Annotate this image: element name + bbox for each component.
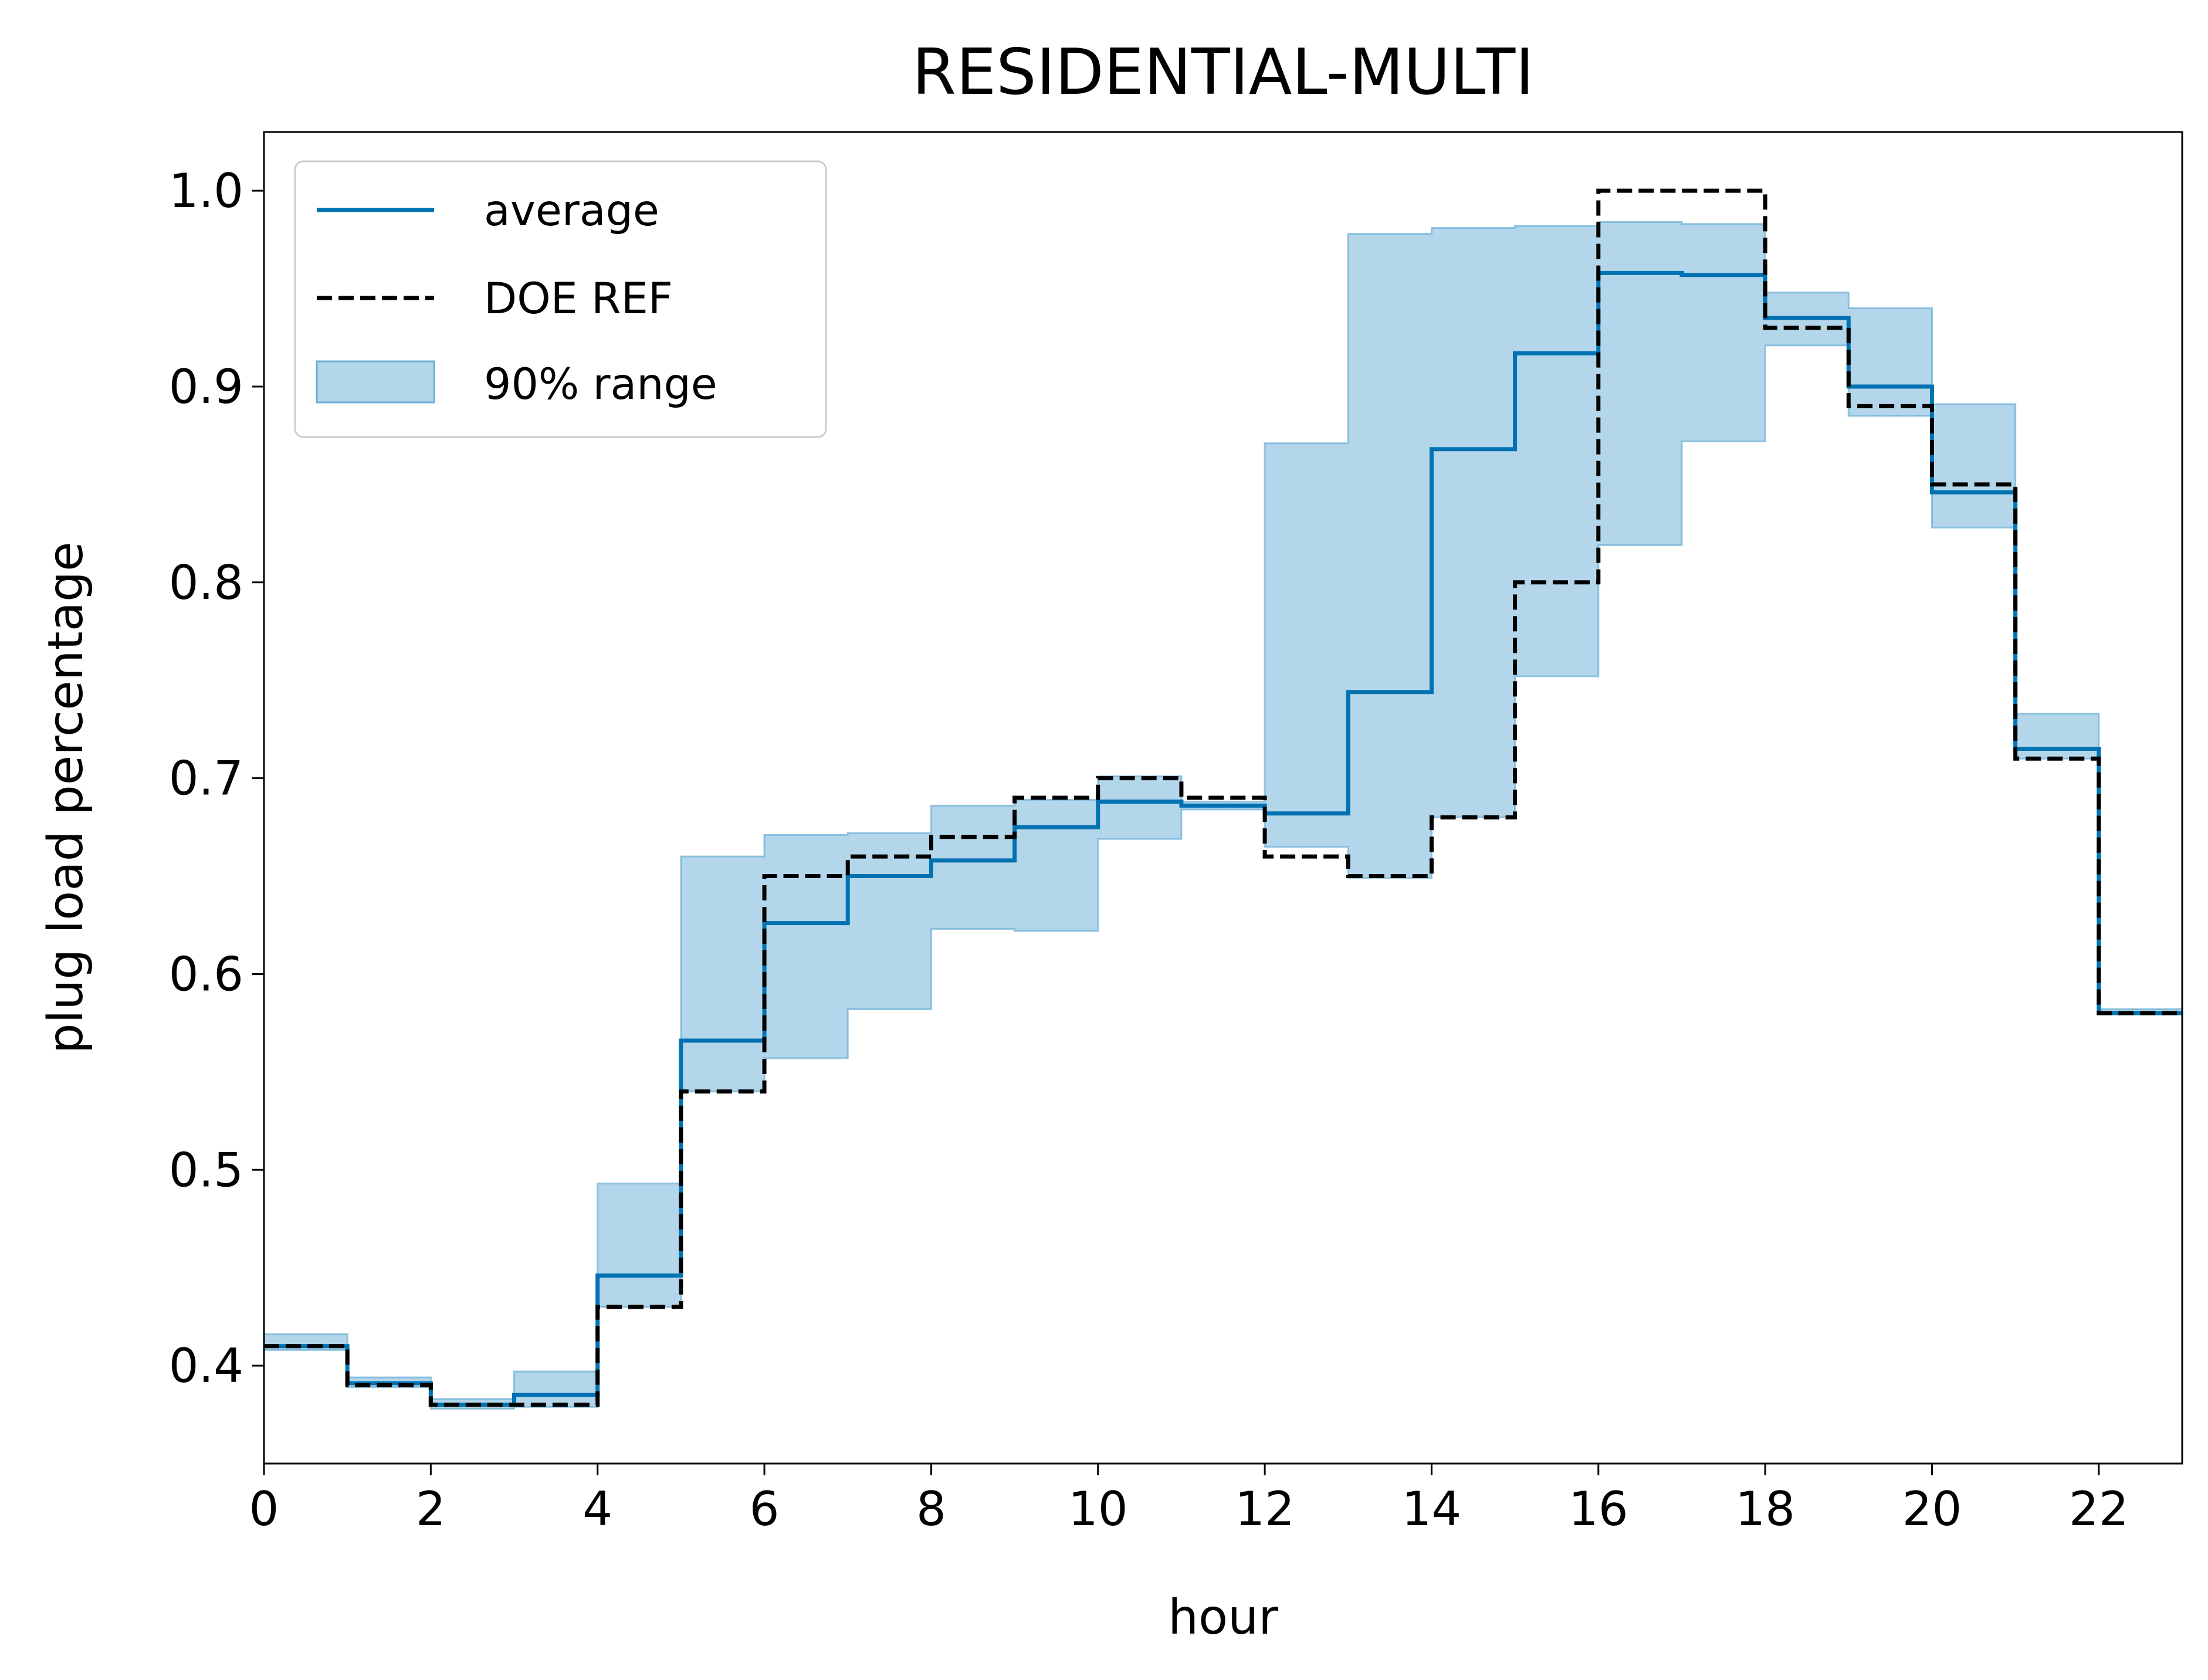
y-tick-label: 0.5 bbox=[169, 1143, 243, 1197]
y-tick-label: 0.8 bbox=[169, 556, 243, 610]
y-tick-label: 1.0 bbox=[169, 164, 243, 218]
x-tick-label: 4 bbox=[583, 1482, 612, 1536]
x-tick-label: 2 bbox=[416, 1482, 446, 1536]
y-tick-label: 0.4 bbox=[169, 1339, 243, 1393]
y-tick-label: 0.6 bbox=[169, 947, 243, 1001]
x-axis-label: hour bbox=[1168, 1590, 1278, 1645]
y-tick-label: 0.9 bbox=[169, 360, 243, 414]
series-line-doe-ref bbox=[264, 188, 2182, 1407]
x-tick-label: 0 bbox=[249, 1482, 279, 1536]
series-line-average bbox=[264, 270, 2182, 1407]
plot-frame bbox=[263, 131, 2183, 1465]
x-tick-label: 12 bbox=[1235, 1482, 1295, 1536]
legend-label-average: average bbox=[484, 186, 659, 236]
x-tick-label: 10 bbox=[1068, 1482, 1128, 1536]
x-axis: 0 2 4 6 8 10 12 14 16 18 20 22 bbox=[249, 1464, 2129, 1536]
legend-label-90-range: 90% range bbox=[484, 360, 717, 409]
x-tick-label: 20 bbox=[1902, 1482, 1962, 1536]
x-tick-label: 8 bbox=[916, 1482, 946, 1536]
legend-label-doe-ref: DOE REF bbox=[484, 274, 673, 324]
line-layer bbox=[264, 188, 2182, 1407]
legend: average DOE REF 90% range bbox=[294, 160, 827, 438]
legend-swatch-90-range bbox=[316, 360, 435, 404]
chart-title: RESIDENTIAL-MULTI bbox=[912, 36, 1534, 109]
x-tick-label: 18 bbox=[1735, 1482, 1795, 1536]
x-tick-label: 6 bbox=[750, 1482, 780, 1536]
x-tick-label: 14 bbox=[1402, 1482, 1462, 1536]
y-axis: 0.4 0.5 0.6 0.7 0.8 0.9 1.0 bbox=[169, 164, 264, 1393]
y-tick-label: 0.7 bbox=[169, 751, 243, 806]
x-tick-label: 16 bbox=[1569, 1482, 1628, 1536]
x-tick-label: 22 bbox=[2069, 1482, 2129, 1536]
y-axis-label: plug load percentage bbox=[38, 541, 94, 1054]
